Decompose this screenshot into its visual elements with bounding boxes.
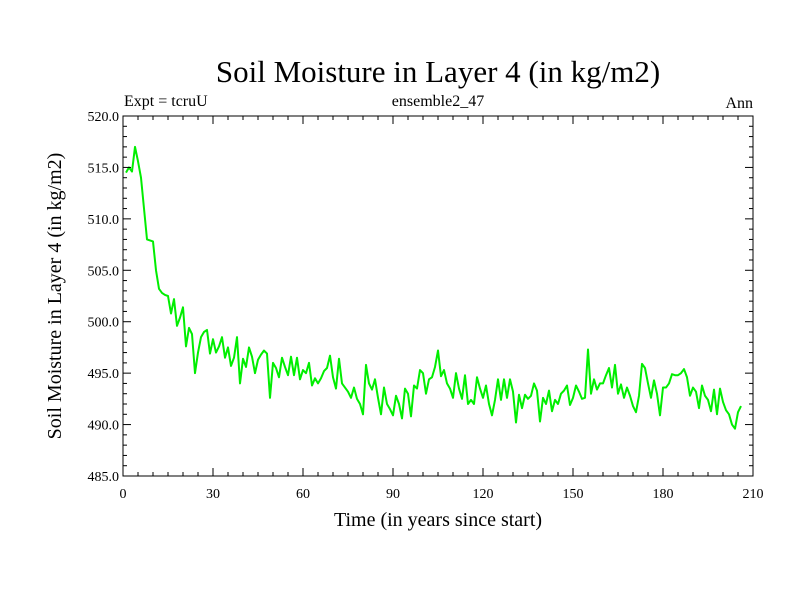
x-tick-label: 90 [386, 487, 400, 502]
x-tick-label: 30 [206, 487, 220, 502]
experiment-label: Expt = tcruU [124, 93, 208, 110]
x-tick-label: 150 [563, 487, 584, 502]
ensemble-label: ensemble2_47 [392, 93, 484, 110]
y-tick-label: 495.0 [88, 367, 120, 382]
x-tick-label: 60 [296, 487, 310, 502]
y-tick-label: 505.0 [88, 264, 120, 279]
chart-title: Soil Moisture in Layer 4 (in kg/m2) [216, 54, 660, 89]
x-axis-label: Time (in years since start) [334, 509, 542, 531]
y-tick-label: 520.0 [88, 110, 120, 125]
series-line-0 [125, 145, 742, 430]
y-tick-label: 515.0 [88, 161, 120, 176]
x-tick-label: 120 [473, 487, 494, 502]
x-tick-label: 210 [743, 487, 764, 502]
y-axis-label: Soil Moisture in Layer 4 (in kg/m2) [44, 153, 66, 440]
x-axis: 0 30 60 90 120 150 180 210 [120, 116, 764, 502]
plot-area [125, 145, 742, 430]
y-axis: 485.0 490.0 495.0 500.0 505.0 510.0 515.0 520.0 [88, 110, 753, 485]
x-tick-label: 180 [653, 487, 674, 502]
period-label: Ann [725, 95, 753, 112]
y-tick-label: 490.0 [88, 419, 120, 434]
y-tick-label: 485.0 [88, 470, 120, 485]
x-tick-label: 0 [120, 487, 127, 502]
y-tick-label: 500.0 [88, 316, 120, 331]
plot-frame [122, 115, 754, 477]
y-tick-label: 510.0 [88, 213, 120, 228]
